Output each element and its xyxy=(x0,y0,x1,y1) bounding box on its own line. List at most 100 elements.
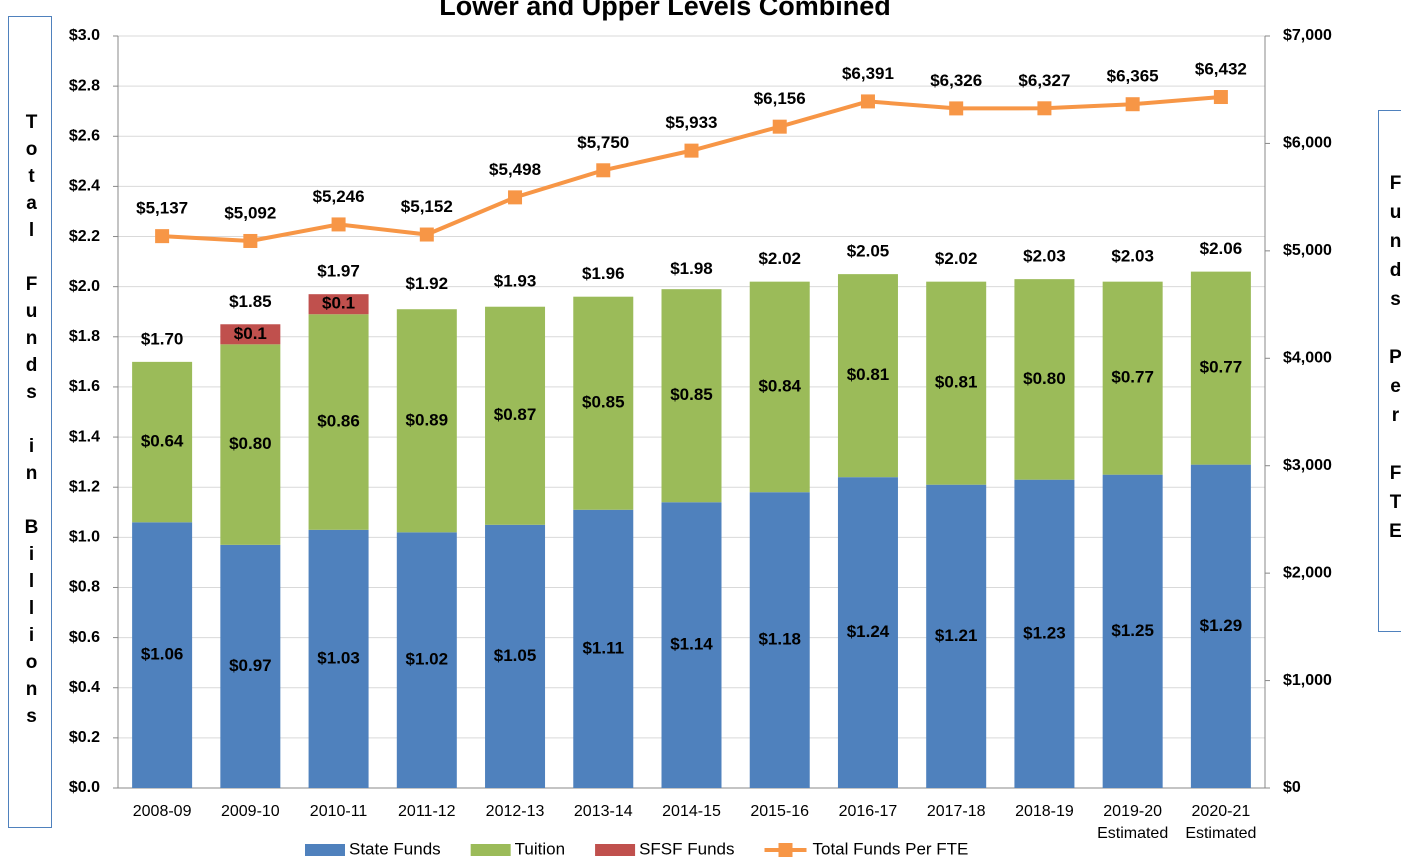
data-label: $0.85 xyxy=(582,393,625,412)
line-marker xyxy=(155,229,170,244)
line-label: $5,137 xyxy=(136,199,188,218)
bar-segment xyxy=(661,502,722,788)
line-marker xyxy=(508,190,523,205)
line-label: $6,327 xyxy=(1018,71,1070,90)
total-label: $1.93 xyxy=(494,272,537,291)
bar-segment xyxy=(837,274,898,478)
bar-segment xyxy=(220,324,281,345)
y-tick-label: $0.4 xyxy=(69,679,100,696)
y2-tick-label: $1,000 xyxy=(1283,672,1332,689)
x-tick-sublabel: Estimated xyxy=(1097,825,1168,842)
bar-segment xyxy=(485,306,546,525)
y-tick-label: $2.4 xyxy=(69,178,100,195)
data-label: $1.21 xyxy=(935,626,978,645)
y-tick-label: $1.6 xyxy=(69,378,100,395)
legend-label: Tuition xyxy=(515,839,565,858)
x-tick-sublabel: Estimated xyxy=(1185,825,1256,842)
line-marker xyxy=(684,143,699,158)
bar-segment xyxy=(926,281,987,485)
total-label: $2.05 xyxy=(847,242,890,261)
chart: Lower and Upper Levels Combined $0.0 $0.2… xyxy=(69,0,1332,858)
bar-segment xyxy=(1190,271,1251,465)
x-tick-label: 2018-19 xyxy=(1015,803,1074,820)
x-tick-label: 2017-18 xyxy=(927,803,986,820)
line-marker xyxy=(949,101,964,116)
x-tick-label: 2015-16 xyxy=(750,803,809,820)
line-label: $6,156 xyxy=(754,89,806,108)
line-label: $6,326 xyxy=(930,71,982,90)
y-tick-label: $0.2 xyxy=(69,729,100,746)
y-tick-label: $2.8 xyxy=(69,77,100,94)
bar-segment xyxy=(661,289,722,503)
bar-segment xyxy=(132,361,193,523)
data-label: $0.80 xyxy=(229,434,272,453)
bar-segment xyxy=(485,524,546,788)
bar-segment xyxy=(926,484,987,788)
y-tick-label: $0.0 xyxy=(69,779,100,796)
y-axis-label: Total Funds in Billions xyxy=(8,16,52,828)
x-tick-label: 2008-09 xyxy=(133,803,192,820)
x-tick-label: 2016-17 xyxy=(839,803,898,820)
legend-label: State Funds xyxy=(349,839,441,858)
bar-segment xyxy=(396,309,457,533)
bar-segment xyxy=(220,544,281,788)
x-tick-label: 2011-12 xyxy=(398,803,456,820)
y-tick-label: $3.0 xyxy=(69,27,100,44)
x-tick-label: 2012-13 xyxy=(486,803,545,820)
data-label: $1.05 xyxy=(494,646,537,665)
line-marker xyxy=(860,94,875,109)
total-label: $2.02 xyxy=(935,249,978,268)
data-label: $1.29 xyxy=(1200,616,1243,635)
line-label: $6,432 xyxy=(1195,60,1247,79)
legend-swatch xyxy=(778,843,793,857)
data-label: $1.06 xyxy=(141,645,184,664)
total-label: $1.96 xyxy=(582,264,625,283)
data-label: $1.18 xyxy=(758,630,801,649)
total-label: $1.92 xyxy=(406,274,449,293)
line-marker xyxy=(1125,97,1140,112)
legend-swatch xyxy=(305,844,345,856)
bar-segment xyxy=(308,314,369,530)
x-tick-label: 2013-14 xyxy=(574,803,633,820)
bar-segment xyxy=(837,477,898,788)
y2-tick-label: $2,000 xyxy=(1283,564,1332,581)
line-label: $5,750 xyxy=(577,133,629,152)
legend-swatch xyxy=(470,844,511,856)
total-label: $1.70 xyxy=(141,329,184,348)
data-label: $0.81 xyxy=(935,373,978,392)
bar-segment xyxy=(573,296,634,510)
bar-segment xyxy=(573,509,634,788)
y2-tick-label: $7,000 xyxy=(1283,27,1332,44)
total-label: $2.03 xyxy=(1023,247,1066,266)
line-label: $6,365 xyxy=(1107,67,1159,86)
data-label: $1.23 xyxy=(1023,623,1066,642)
data-label: $0.77 xyxy=(1200,358,1243,377)
chart-title: Lower and Upper Levels Combined xyxy=(439,0,891,21)
line-label: $5,933 xyxy=(666,113,718,132)
total-label: $1.98 xyxy=(670,259,713,278)
line-marker xyxy=(596,163,611,178)
line-marker xyxy=(331,217,346,232)
bar-segment xyxy=(1102,281,1163,475)
data-label: $0.1 xyxy=(234,324,267,343)
bar-segment xyxy=(308,294,369,315)
data-label: $1.11 xyxy=(582,638,624,657)
x-tick-label: 2009-10 xyxy=(221,803,280,820)
y-tick-label: $1.4 xyxy=(69,428,100,445)
y-tick-label: $0.6 xyxy=(69,629,100,646)
line-marker xyxy=(772,119,787,134)
total-label: $2.03 xyxy=(1111,247,1154,266)
data-label: $0.89 xyxy=(406,410,449,429)
data-label: $0.77 xyxy=(1111,368,1154,387)
bar-segment xyxy=(1190,464,1251,788)
y2-tick-label: $6,000 xyxy=(1283,135,1332,152)
bar-segment xyxy=(220,344,281,545)
x-tick-label: 2014-15 xyxy=(662,803,721,820)
data-label: $0.87 xyxy=(494,405,537,424)
data-label: $0.84 xyxy=(758,376,801,395)
data-label: $1.25 xyxy=(1111,621,1154,640)
total-label: $2.06 xyxy=(1200,239,1243,258)
data-label: $0.1 xyxy=(322,294,355,313)
line-label: $5,498 xyxy=(489,160,541,179)
